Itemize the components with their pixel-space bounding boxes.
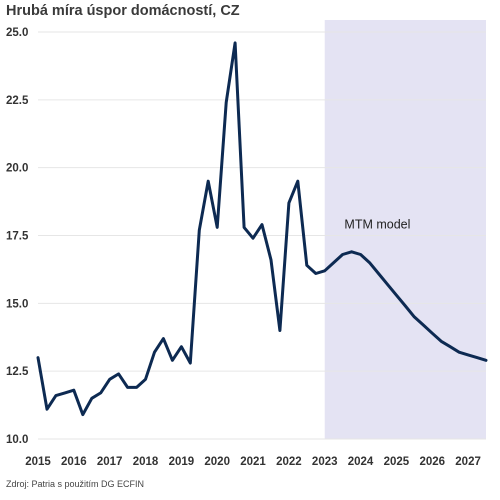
chart-title: Hrubá míra úspor domácností, CZ: [6, 3, 240, 19]
x-tick-label: 2019: [169, 456, 195, 468]
y-tick-label: 15.0: [6, 298, 28, 310]
x-tick-label: 2018: [133, 456, 159, 468]
annotation-label: MTM model: [344, 218, 410, 232]
y-tick-label: 22.5: [6, 95, 29, 107]
x-tick-label: 2022: [276, 456, 302, 468]
x-tick-label: 2021: [240, 456, 266, 468]
y-tick-label: 17.5: [6, 231, 29, 243]
x-tick-label: 2016: [61, 456, 87, 468]
x-tick-label: 2027: [455, 456, 481, 468]
series-line: [36, 41, 488, 417]
x-tick-label: 2017: [97, 456, 123, 468]
y-tick-label: 25.0: [6, 27, 28, 39]
x-tick-label: 2026: [419, 456, 445, 468]
forecast-band: [324, 20, 486, 439]
y-tick-label: 12.5: [6, 366, 29, 378]
y-tick-label: 10.0: [6, 434, 28, 446]
x-tick-label: 2024: [348, 456, 374, 468]
y-axis-ticks: 10.0 12.5 15.0 17.5 20.0 22.5 25.0: [6, 27, 29, 446]
x-tick-label: 2020: [204, 456, 230, 468]
x-axis-ticks: 2015 2016 2017 2018 2019 2020 2021 2022 2023 2024…: [25, 456, 481, 468]
x-tick-label: 2023: [312, 456, 338, 468]
x-tick-label: 2015: [25, 456, 51, 468]
gridlines: [38, 31, 486, 440]
y-tick-label: 20.0: [6, 163, 28, 175]
x-tick-label: 2025: [384, 456, 410, 468]
source-note: Zdroj: Patria s použitím DG ECFIN: [6, 479, 145, 489]
